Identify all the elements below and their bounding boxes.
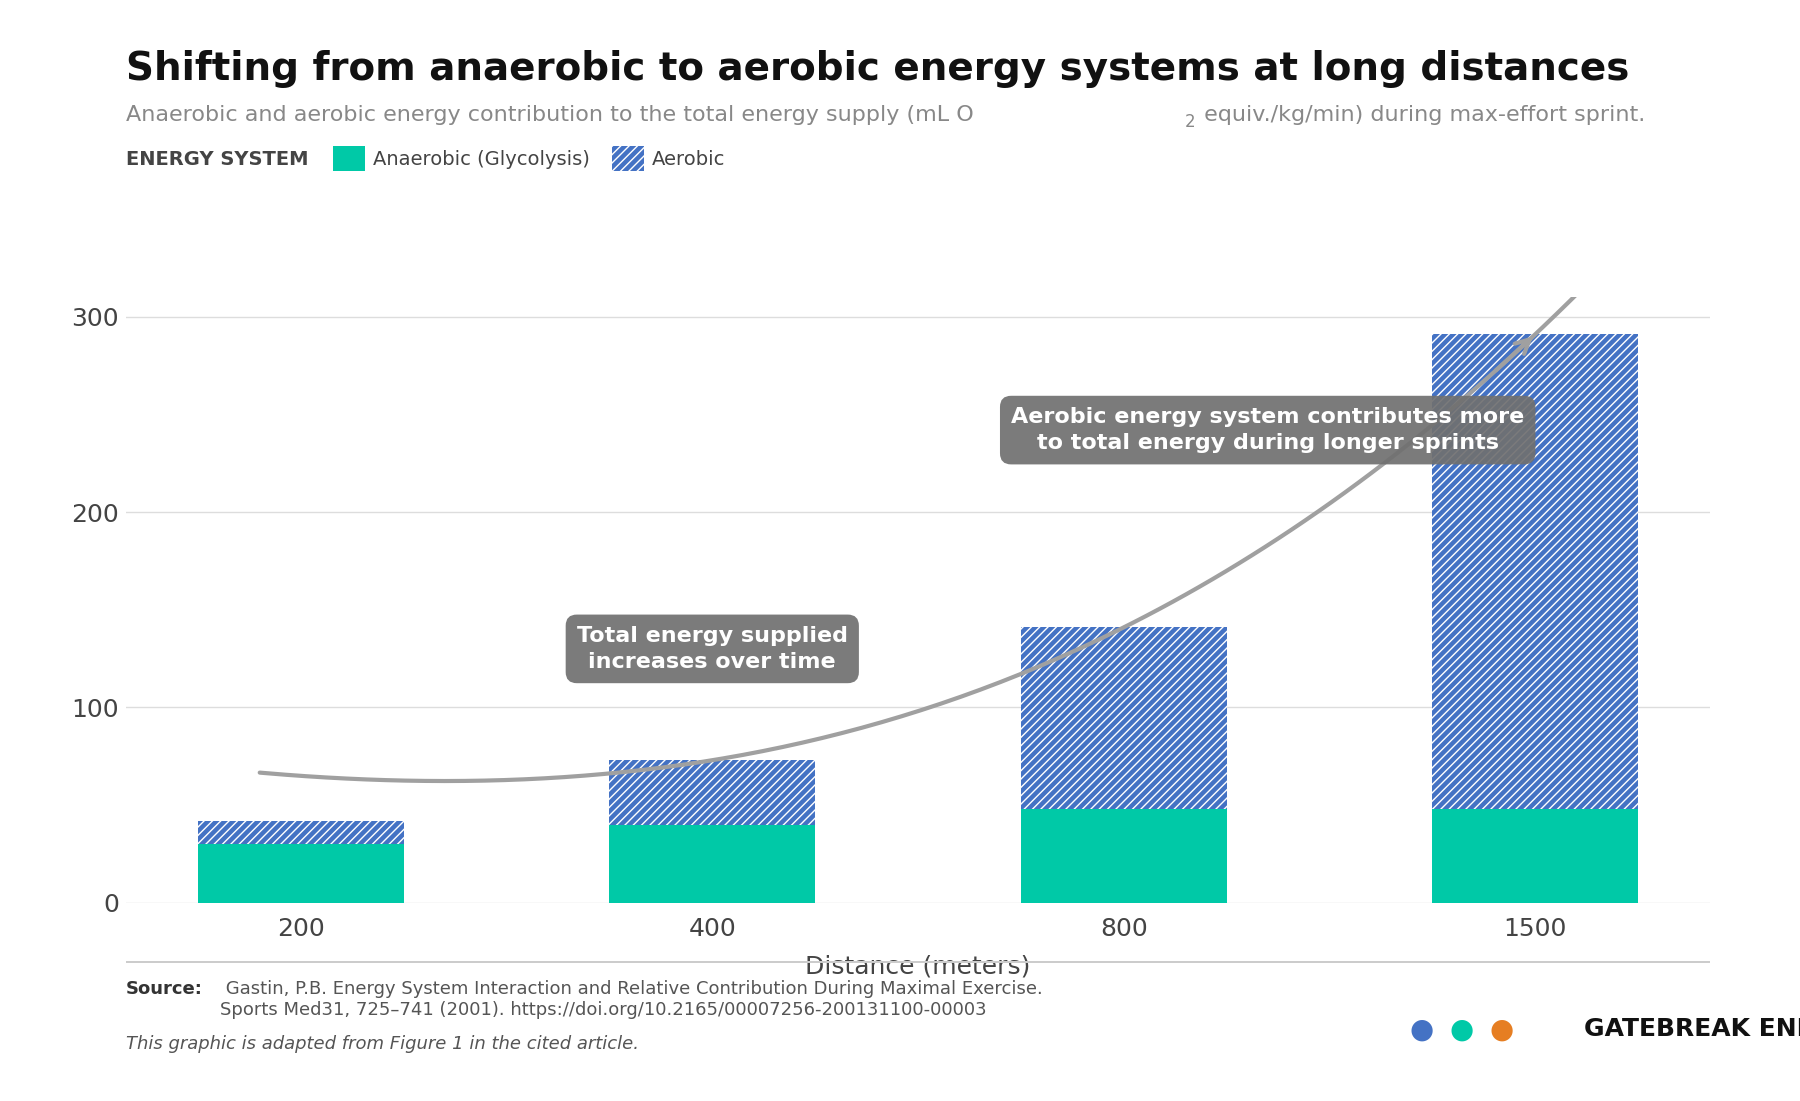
Bar [610,760,815,825]
Text: Shifting from anaerobic to aerobic energy systems at long distances: Shifting from anaerobic to aerobic energ… [126,50,1629,88]
Text: Gastin, P.B. Energy System Interaction and Relative Contribution During Maximal : Gastin, P.B. Energy System Interaction a… [220,980,1042,1018]
Text: ENERGY SYSTEM: ENERGY SYSTEM [126,150,308,170]
Text: ●: ● [1409,1015,1435,1044]
Text: Aerobic: Aerobic [652,150,725,170]
Text: Source:: Source: [126,980,203,998]
Text: ●: ● [1489,1015,1514,1044]
Bar [198,844,403,903]
Bar [1433,809,1638,903]
Bar [198,820,403,844]
Text: Anaerobic (Glycolysis): Anaerobic (Glycolysis) [373,150,589,170]
Text: equiv./kg/min) during max-effort sprint.: equiv./kg/min) during max-effort sprint. [1197,105,1645,124]
Text: GATEBREAK ENDURANCE: GATEBREAK ENDURANCE [1584,1017,1800,1042]
Text: This graphic is adapted from Figure 1 in the cited article.: This graphic is adapted from Figure 1 in… [126,1035,639,1053]
Bar [610,825,815,903]
Bar [1021,809,1226,903]
Text: Total energy supplied
increases over time: Total energy supplied increases over tim… [576,625,848,672]
X-axis label: Distance (meters): Distance (meters) [805,955,1031,979]
Text: 2: 2 [1184,113,1195,131]
Text: Aerobic energy system contributes more
to total energy during longer sprints: Aerobic energy system contributes more t… [1012,407,1525,454]
Text: ●: ● [1449,1015,1474,1044]
Bar [1433,335,1638,809]
Bar [1021,628,1226,809]
Text: Anaerobic and aerobic energy contribution to the total energy supply (mL O: Anaerobic and aerobic energy contributio… [126,105,974,124]
